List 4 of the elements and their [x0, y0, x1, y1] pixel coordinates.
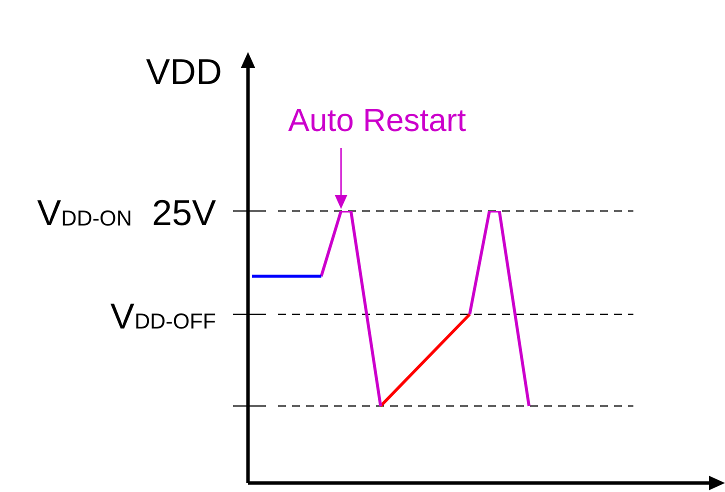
y-axis-title: VDD — [146, 51, 222, 92]
ref-line-label: VDD-OFF — [110, 295, 216, 336]
annotation: Auto Restart — [288, 102, 466, 138]
ref-line-label: VDD-ON 25V — [37, 192, 216, 233]
